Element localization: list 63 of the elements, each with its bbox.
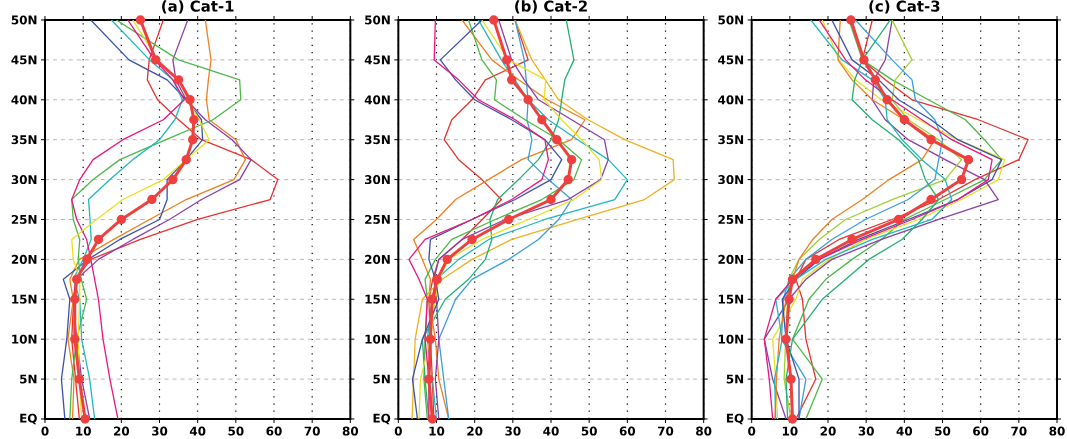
- x-tick-label: 60: [619, 426, 636, 436]
- y-tick-label: 50N: [11, 15, 37, 25]
- y-tick-label: 15N: [365, 294, 390, 304]
- x-tick-label: 20: [467, 426, 483, 436]
- y-tick-label: 5N: [20, 374, 37, 384]
- y-tick-label: 15N: [718, 294, 744, 304]
- y-tick-label: 40N: [718, 95, 744, 105]
- x-tick-label: 80: [696, 426, 712, 436]
- y-tick-label: 10N: [718, 334, 744, 344]
- x-tick-label: 40: [189, 426, 206, 436]
- x-tick-label: 10: [76, 426, 91, 436]
- y-tick-label: 30N: [11, 175, 37, 185]
- y-tick-label: 10N: [12, 334, 37, 344]
- x-tick-label: 80: [342, 426, 359, 436]
- y-tick-label: 30N: [718, 175, 744, 185]
- x-tick-label: 60: [973, 426, 989, 436]
- y-tick-label: 10N: [365, 334, 390, 344]
- x-tick-label: 70: [657, 426, 674, 436]
- x-tick-label: 50: [935, 426, 951, 436]
- x-tick-label: 30: [858, 426, 874, 436]
- x-tick-label: 10: [429, 426, 445, 436]
- y-tick-label: 40N: [11, 95, 37, 105]
- y-tick-label: EQ: [20, 413, 37, 425]
- y-tick-label: 45N: [364, 55, 390, 65]
- x-tick-label: 0: [748, 426, 756, 436]
- y-tick-label: 45N: [718, 55, 744, 65]
- y-tick-label: 35N: [11, 135, 37, 145]
- y-tick-label: EQ: [373, 413, 391, 425]
- x-tick-label: 80: [1049, 426, 1065, 436]
- y-tick-label: 20N: [11, 254, 37, 264]
- y-tick-label: 40N: [364, 95, 390, 105]
- x-tick-label: 50: [581, 426, 597, 436]
- y-tick-label: 30N: [364, 175, 390, 185]
- x-tick-label: 70: [1011, 426, 1027, 436]
- chart-title: (c) Cat-3: [869, 0, 940, 14]
- y-tick-label: 50N: [365, 15, 390, 25]
- x-tick-label: 30: [505, 426, 521, 436]
- x-tick-label: 20: [113, 426, 130, 436]
- y-tick-label: 5N: [373, 374, 390, 384]
- y-tick-label: EQ: [726, 413, 744, 425]
- x-tick-label: 40: [896, 426, 913, 436]
- y-tick-label: 5N: [726, 374, 744, 384]
- chart-title: (b) Cat-2: [515, 0, 587, 14]
- x-tick-label: 10: [782, 426, 798, 436]
- x-tick-label: 70: [304, 426, 320, 436]
- y-tick-label: 20N: [365, 254, 390, 264]
- y-tick-label: 35N: [718, 135, 744, 145]
- x-tick-label: 0: [41, 426, 49, 436]
- y-tick-label: 20N: [718, 254, 744, 264]
- x-tick-label: 30: [151, 426, 168, 436]
- y-tick-label: 15N: [12, 294, 37, 304]
- x-tick-label: 20: [820, 426, 836, 436]
- x-tick-label: 50: [228, 426, 244, 436]
- y-tick-label: 25N: [718, 214, 744, 225]
- y-tick-label: 45N: [11, 55, 37, 65]
- x-tick-label: 40: [543, 426, 559, 436]
- y-tick-label: 25N: [11, 214, 37, 225]
- chart-title: (a) Cat-1: [162, 0, 234, 14]
- x-tick-label: 60: [266, 426, 282, 436]
- x-tick-label: 0: [394, 426, 402, 436]
- y-tick-label: 25N: [365, 214, 390, 225]
- y-tick-label: 50N: [718, 15, 744, 25]
- y-tick-label: 35N: [364, 135, 390, 145]
